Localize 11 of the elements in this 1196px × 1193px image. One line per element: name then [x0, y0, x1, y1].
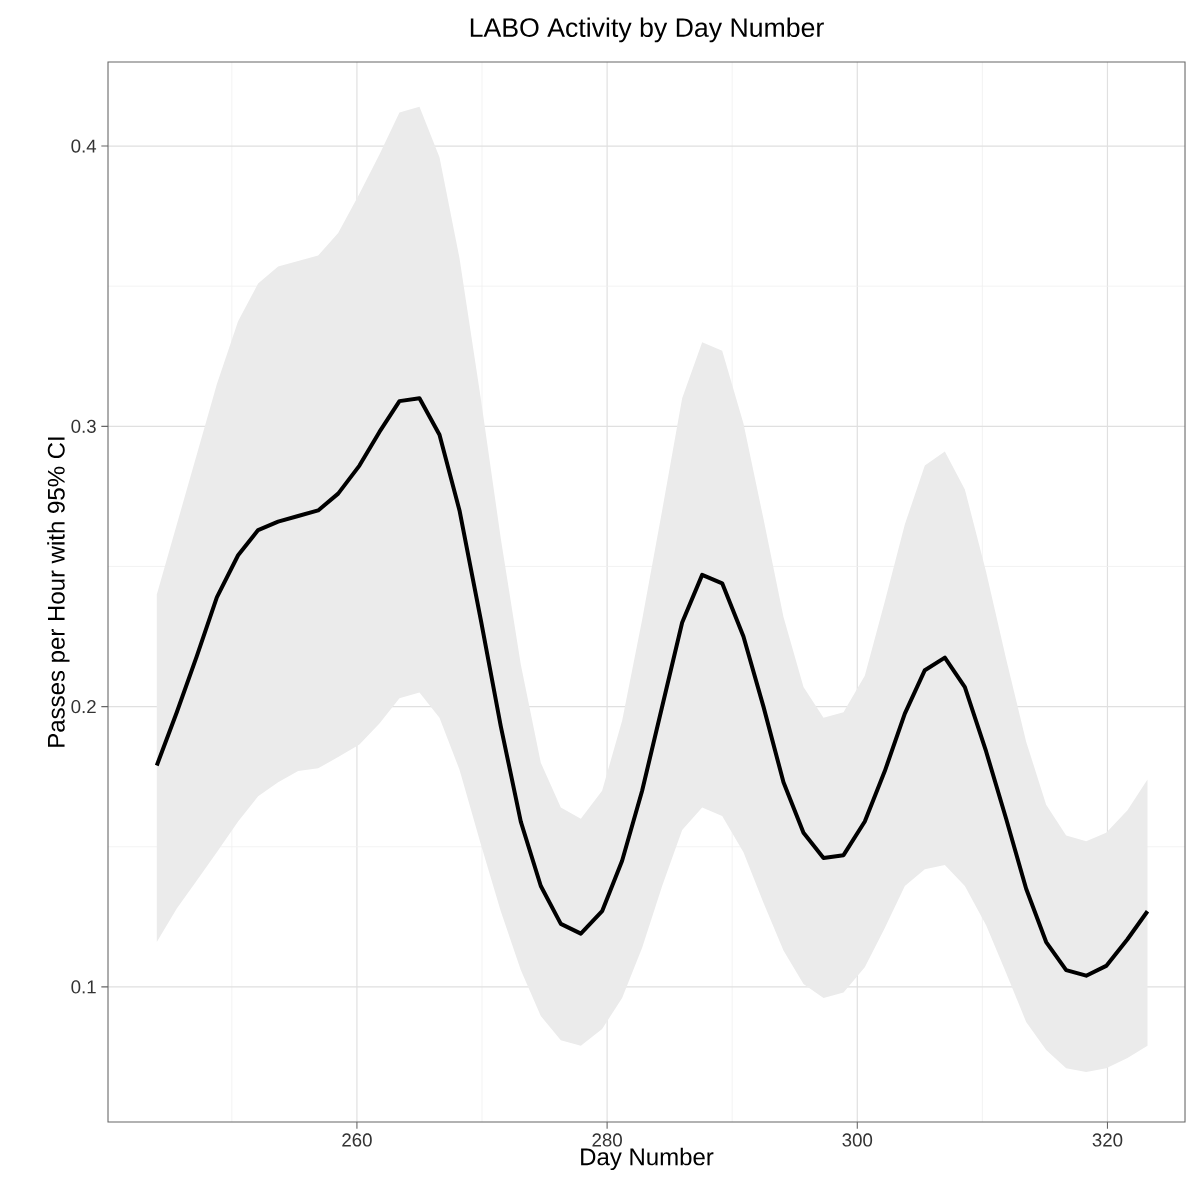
y-tick-label: 0.3 — [71, 419, 96, 433]
x-tick-label: 260 — [342, 1133, 372, 1147]
x-tick-label: 320 — [1092, 1133, 1123, 1147]
x-tick-label: 300 — [842, 1133, 873, 1147]
y-tick-label: 0.2 — [71, 700, 96, 714]
x-axis-title: Day Number — [581, 1147, 714, 1171]
y-tick-label: 0.1 — [71, 980, 96, 994]
x-tick-label: 280 — [592, 1133, 622, 1147]
y-tick-label: 0.4 — [71, 139, 97, 153]
chart-title: LABO Activity by Day Number — [470, 17, 824, 43]
y-axis-title: Passes per Hour with 95% CI — [47, 437, 70, 747]
